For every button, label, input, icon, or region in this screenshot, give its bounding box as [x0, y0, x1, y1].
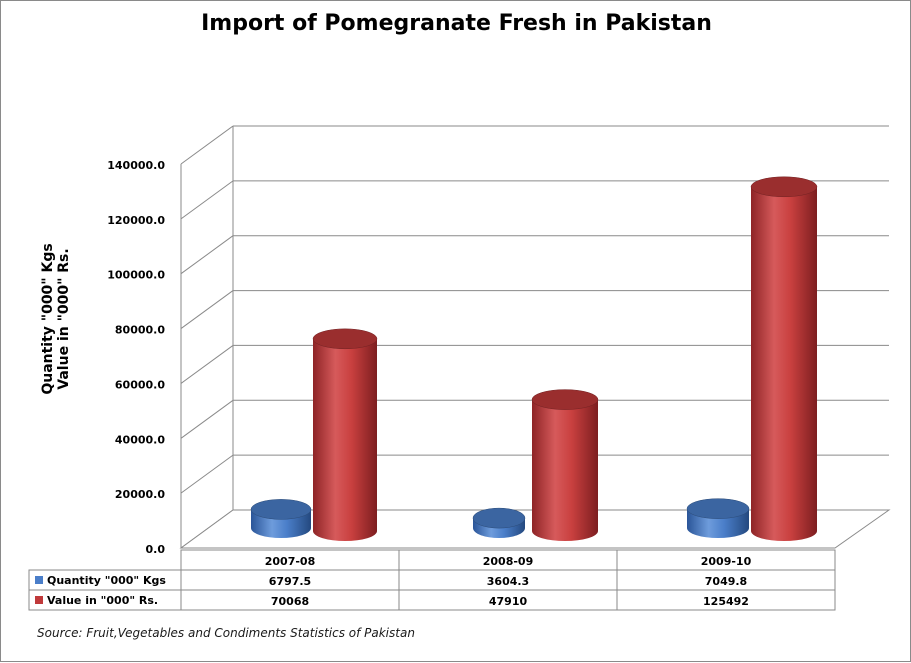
y-tick-label: 80000.0: [115, 324, 165, 337]
gridline-depth: [180, 235, 234, 275]
y-tick-label: 100000.0: [107, 269, 165, 282]
legend-label: Quantity "000" Kgs: [47, 574, 166, 587]
data-label: 70068: [271, 595, 309, 608]
y-tick-label: 20000.0: [115, 488, 165, 501]
value-bar-top: [312, 328, 378, 350]
data-label: 7049.8: [705, 575, 747, 588]
value-bar-2009-10: [751, 186, 817, 541]
value-bar-top: [531, 389, 599, 410]
quantity-bar-top: [250, 499, 312, 520]
data-label: 3604.3: [487, 575, 529, 588]
gridline-depth: [180, 399, 234, 439]
value-bar-top: [750, 176, 818, 198]
x-tick-label: 2007-08: [265, 555, 316, 568]
gridline-depth: [180, 290, 234, 329]
y-tick-label: 40000.0: [115, 433, 165, 446]
legend-label: Value in "000" Rs.: [47, 594, 158, 607]
quantity-bar-top: [472, 507, 526, 529]
source-note: Source: Fruit,Vegetables and Condiments …: [37, 626, 415, 640]
y-tick-label: 120000.0: [107, 214, 165, 227]
y-tick-label: 60000.0: [115, 378, 165, 391]
y-tick-label: 0.0: [146, 543, 166, 556]
data-label: 6797.5: [269, 575, 311, 588]
chart-title: Import of Pomegranate Fresh in Pakistan: [201, 11, 712, 36]
gridline-depth: [180, 180, 234, 220]
y-tick-label: 140000.0: [107, 159, 165, 172]
data-label: 47910: [489, 595, 528, 608]
gridline-depth: [180, 345, 234, 384]
quantity-bar-top: [686, 498, 750, 519]
legend-swatch: [35, 596, 43, 604]
value-bar-2008-09: [532, 399, 598, 541]
x-tick-label: 2008-09: [483, 555, 534, 568]
gridline-depth: [180, 454, 234, 494]
value-bar-2007-08: [313, 338, 377, 541]
x-tick-label: 2009-10: [701, 555, 752, 568]
gridline-depth: [180, 125, 234, 165]
legend-swatch: [35, 576, 43, 584]
data-label: 125492: [703, 595, 749, 608]
